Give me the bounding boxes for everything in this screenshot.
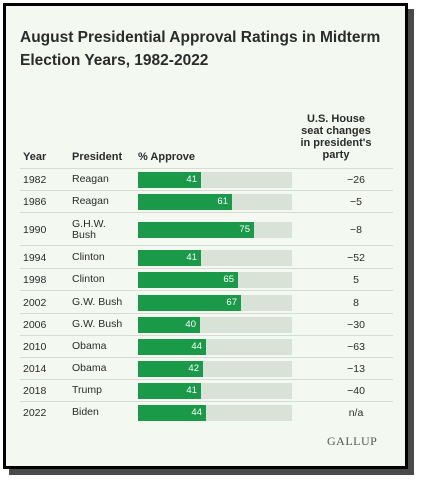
row-year: 2018	[23, 385, 47, 397]
table-row: 2018 Trump 41 −40	[20, 379, 393, 402]
chart-title: August Presidential Approval Ratings in …	[20, 29, 381, 69]
row-year: 2006	[23, 319, 47, 331]
bar-track: 75	[138, 222, 292, 238]
bar-track: 67	[138, 295, 292, 311]
approve-bar	[138, 295, 241, 311]
row-president: Obama	[72, 362, 107, 374]
approve-bar	[138, 383, 201, 399]
bar-track: 44	[138, 405, 292, 421]
table-row: 2022 Biden 44 n/a	[20, 401, 393, 424]
bar-track: 42	[138, 361, 292, 377]
row-president: Obama	[72, 340, 107, 352]
approve-bar	[138, 405, 206, 421]
row-year: 1994	[23, 252, 47, 264]
approve-bar	[138, 339, 206, 355]
table-row: 1990 G.H.W. Bush 75 −8	[20, 212, 393, 246]
bar-track: 44	[138, 339, 292, 355]
approve-value-label: 41	[186, 174, 197, 185]
approve-value-label: 67	[226, 297, 237, 308]
approve-value-label: 44	[191, 341, 202, 352]
row-year: 1986	[23, 196, 47, 208]
approve-bar	[138, 272, 238, 288]
row-seat-change: −26	[347, 174, 365, 186]
gallup-logo: GALLUP	[327, 434, 378, 448]
approve-value-label: 44	[191, 407, 202, 418]
bar-track: 61	[138, 194, 292, 210]
header-president: President	[72, 151, 123, 163]
bar-track: 65	[138, 272, 292, 288]
bar-track: 41	[138, 383, 292, 399]
approve-bar	[138, 361, 203, 377]
row-seat-change: −13	[347, 363, 365, 375]
row-president: Clinton	[72, 251, 105, 263]
row-year: 2010	[23, 341, 47, 353]
approve-value-label: 61	[217, 196, 228, 207]
row-year: 1998	[23, 274, 47, 286]
bar-track: 41	[138, 172, 292, 188]
approve-value-label: 65	[223, 274, 234, 285]
table-row: 1982 Reagan 41 −26	[20, 168, 393, 191]
approve-bar	[138, 194, 232, 210]
bar-track: 40	[138, 317, 292, 333]
approve-value-label: 40	[185, 319, 196, 330]
bar-track: 41	[138, 250, 292, 266]
table-row: 1994 Clinton 41 −52	[20, 245, 393, 269]
approve-value-label: 42	[188, 363, 199, 374]
table-row: 2010 Obama 44 −63	[20, 335, 393, 358]
row-president: G.H.W. Bush	[72, 218, 106, 241]
header-approve: % Approve	[138, 151, 196, 163]
approve-bar	[138, 172, 201, 188]
approve-value-label: 41	[186, 385, 197, 396]
row-president: Reagan	[72, 195, 109, 207]
approve-value-label: 41	[186, 252, 197, 263]
row-seat-change: −63	[347, 341, 365, 353]
header-seat-changes: U.S. House seat changes in president's p…	[300, 113, 372, 161]
row-year: 1990	[23, 224, 47, 236]
table-row: 2014 Obama 42 −13	[20, 357, 393, 380]
approve-value-label: 75	[239, 224, 250, 235]
row-seat-change: −40	[347, 385, 365, 397]
row-seat-change: n/a	[348, 407, 364, 419]
table-row: 1986 Reagan 61 −5	[20, 190, 393, 213]
row-seat-change: −5	[350, 196, 362, 208]
row-seat-change: −52	[347, 252, 365, 264]
row-seat-change: −30	[347, 319, 365, 331]
approve-bar	[138, 317, 200, 333]
row-year: 2014	[23, 363, 47, 375]
row-year: 1982	[23, 174, 47, 186]
row-seat-change: 5	[353, 274, 359, 286]
table-row: 2002 G.W. Bush 67 8	[20, 290, 393, 314]
approve-bar	[138, 222, 254, 238]
row-president: G.W. Bush	[72, 296, 123, 308]
row-president: Clinton	[72, 273, 105, 285]
table-row: 2006 G.W. Bush 40 −30	[20, 313, 393, 336]
row-president: Biden	[72, 406, 99, 418]
row-president: Trump	[72, 384, 102, 396]
header-year: Year	[23, 151, 47, 163]
row-year: 2002	[23, 297, 47, 309]
row-president: G.W. Bush	[72, 318, 123, 330]
row-seat-change: 8	[353, 297, 359, 309]
table-row: 1998 Clinton 65 5	[20, 268, 393, 291]
row-year: 2022	[23, 407, 47, 419]
approve-bar	[138, 250, 201, 266]
row-seat-change: −8	[350, 224, 362, 236]
row-president: Reagan	[72, 173, 109, 185]
